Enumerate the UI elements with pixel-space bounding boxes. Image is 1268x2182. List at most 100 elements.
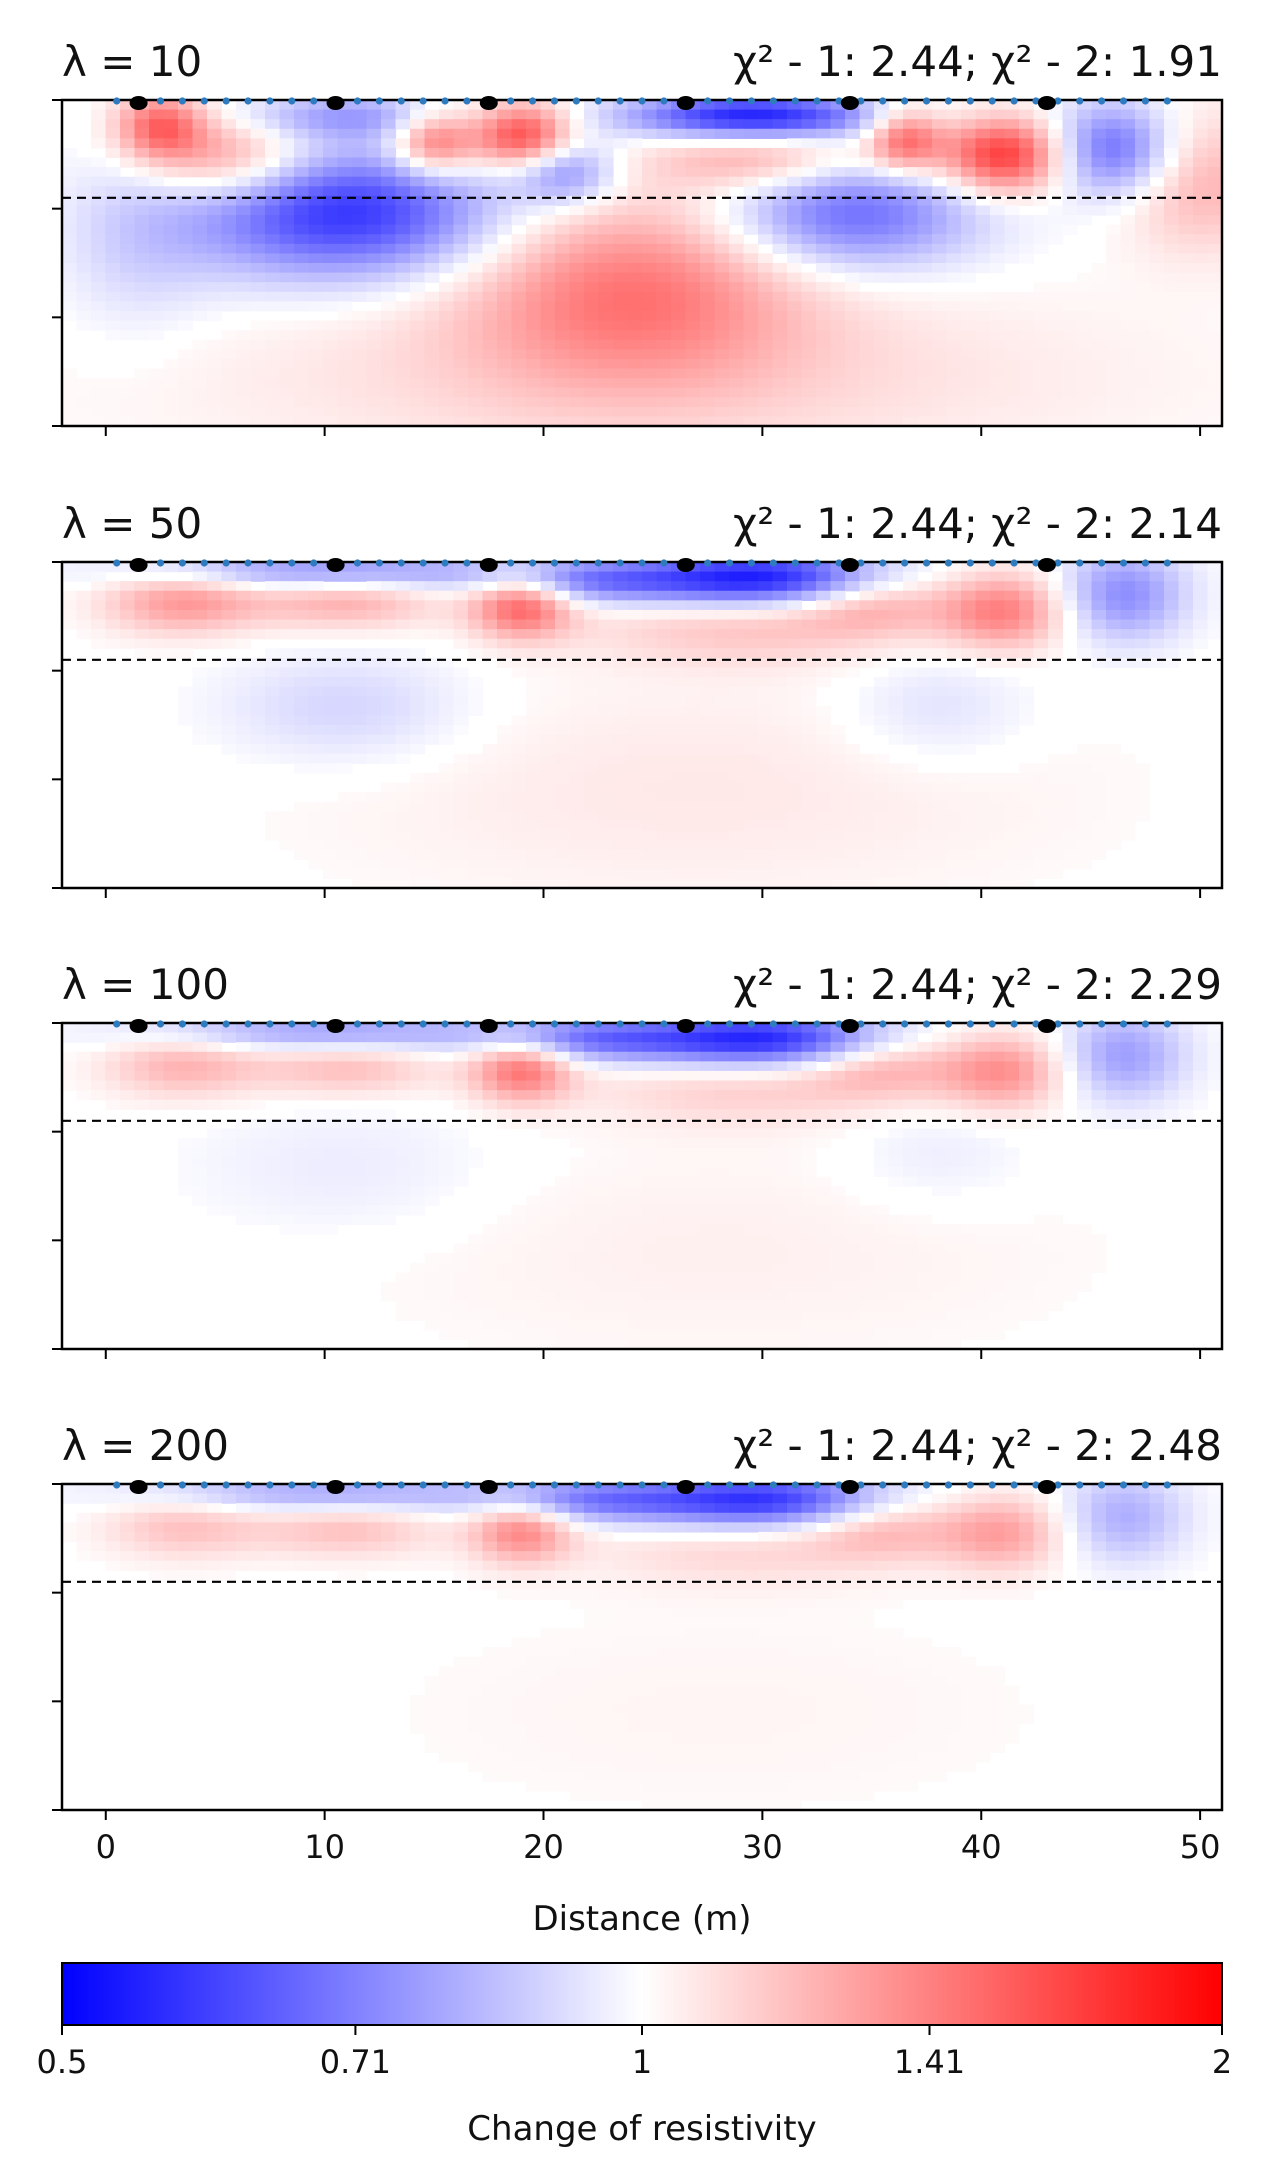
field-cell [1048,128,1064,139]
field-cell [453,109,469,120]
field-cell [888,571,904,582]
field-cell [366,358,382,370]
field-cell [395,301,411,312]
field-cell [497,840,513,851]
field-cell [743,416,759,427]
field-cell [207,562,223,573]
field-cell [613,619,629,630]
field-cell [816,138,832,149]
field-cell [424,205,440,216]
field-cell [1033,763,1049,774]
field-cell [917,782,933,793]
field-cell [1106,801,1122,812]
field-cell [627,657,643,669]
field-cell [613,686,629,697]
field-cell [888,186,904,197]
field-cell [975,657,991,669]
field-cell [352,119,368,130]
field-cell [323,1051,339,1062]
field-cell [497,263,513,274]
field-cell [816,619,832,630]
field-cell [1048,234,1064,245]
field-cell [149,272,165,283]
field-cell [482,195,498,207]
field-cell [410,792,426,803]
field-cell [323,378,339,389]
field-cell [642,600,658,611]
field-cell [743,705,759,717]
field-cell [134,234,150,245]
field-cell [1193,119,1209,130]
field-cell [163,368,179,379]
field-cell [961,263,977,274]
field-cell [729,291,745,302]
field-cell [932,263,948,274]
field-cell [932,368,948,379]
field-cell [932,677,948,688]
field-cell [221,147,237,159]
field-cell [598,763,614,774]
field-cell [700,629,716,640]
field-cell [584,263,600,274]
field-cell [453,571,469,582]
field-cell [888,128,904,139]
field-cell [961,638,977,649]
field-cell [598,744,614,755]
field-cell [1019,138,1035,149]
field-cell [772,339,788,350]
field-cell [540,1042,556,1053]
field-cell [1091,263,1107,274]
field-cell [453,195,469,207]
field-cell [163,138,179,149]
field-cell [555,330,571,341]
field-cell [598,215,614,226]
field-cell [569,820,585,832]
field-cell [642,186,658,197]
field-cell [1004,253,1020,264]
field-cell [439,100,455,111]
field-cell [888,562,904,573]
field-cell [366,109,382,120]
field-cell [207,715,223,726]
field-cell [700,859,716,870]
field-cell [482,753,498,764]
field-cell [555,581,571,592]
field-cell [1193,358,1209,370]
field-cell [1207,128,1223,139]
field-cell [410,167,426,178]
field-cell [830,378,846,389]
field-cell [917,263,933,274]
field-cell [656,715,672,726]
field-cell [410,1023,426,1034]
electrode-marker [156,559,165,567]
field-cell [888,648,904,659]
field-cell [961,234,977,245]
field-cell [903,1042,919,1053]
field-cell [569,782,585,793]
field-cell [120,128,136,139]
field-cell [352,224,368,235]
field-cell [1106,263,1122,274]
field-cell [250,696,266,707]
field-cell [830,657,846,669]
field-cell [845,387,861,398]
field-cell [540,310,556,322]
field-cell [178,619,194,630]
field-cell [656,128,672,139]
field-cell [1033,243,1049,255]
field-cell [511,416,527,427]
field-cell [932,416,948,427]
field-cell [352,753,368,764]
field-cell [598,119,614,130]
field-cell [149,368,165,379]
field-cell [584,157,600,168]
field-cell [584,100,600,111]
field-cell [787,167,803,178]
field-cell [932,243,948,255]
field-cell [453,792,469,803]
field-cell [323,157,339,168]
field-cell [903,648,919,659]
field-cell [743,763,759,774]
field-cell [540,686,556,697]
field-cell [410,581,426,592]
